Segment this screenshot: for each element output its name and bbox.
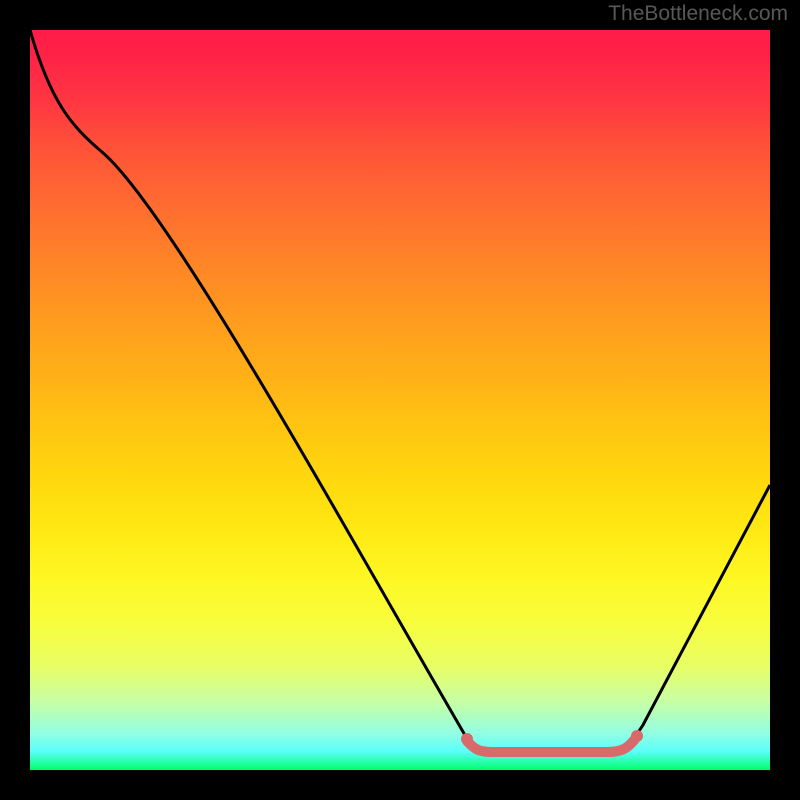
flat-segment-highlight — [467, 739, 635, 752]
flat-segment-left-dot — [461, 733, 473, 745]
plot-area — [30, 30, 770, 770]
watermark-text: TheBottleneck.com — [608, 2, 788, 26]
flat-segment-right-dot — [631, 730, 643, 742]
curve-overlay — [30, 30, 770, 770]
main-curve — [30, 30, 770, 752]
